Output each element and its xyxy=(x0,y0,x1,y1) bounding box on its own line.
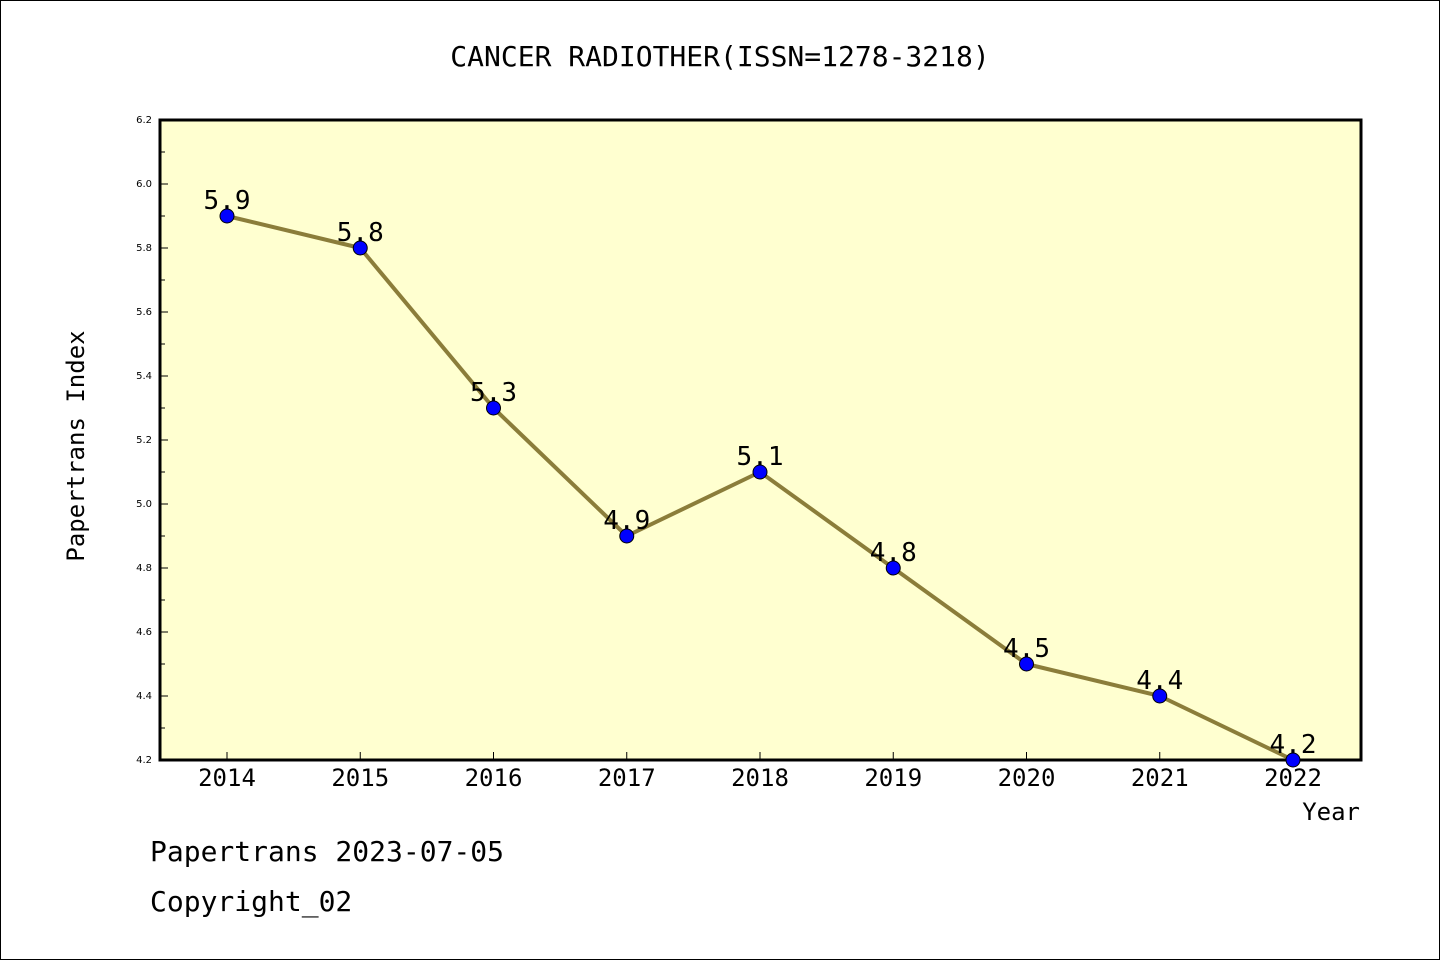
data-point xyxy=(486,400,501,416)
y-tick-label: 5.6 xyxy=(136,307,152,318)
y-tick-label: 5.8 xyxy=(136,243,152,254)
y-tick-label: 4.2 xyxy=(136,755,152,766)
y-tick-label: 5.4 xyxy=(136,371,152,382)
data-label: 5.1 xyxy=(737,442,784,472)
footer-copyright: Copyright_02 xyxy=(150,885,353,918)
y-tick-label: 5.0 xyxy=(136,499,152,510)
data-label: 4.2 xyxy=(1270,730,1317,760)
x-tick-label: 2019 xyxy=(864,764,922,792)
data-point xyxy=(219,208,235,224)
data-label: 4.5 xyxy=(1003,634,1050,664)
data-label: 5.8 xyxy=(337,218,384,248)
data-point xyxy=(752,464,768,480)
data-label: 4.4 xyxy=(1136,666,1183,696)
data-label: 5.9 xyxy=(204,186,251,216)
data-point xyxy=(1019,656,1034,672)
data-point xyxy=(1152,688,1168,704)
data-label: 4.9 xyxy=(603,506,650,536)
y-tick-label: 6.0 xyxy=(136,179,152,190)
data-point xyxy=(1285,752,1301,768)
data-label: 4.8 xyxy=(870,538,917,568)
x-tick-label: 2018 xyxy=(731,764,789,792)
y-tick-label: 4.6 xyxy=(136,627,152,638)
data-point xyxy=(619,528,635,544)
x-tick-label: 2022 xyxy=(1264,764,1322,792)
x-tick-label: 2014 xyxy=(198,764,256,792)
chart-title: CANCER RADIOTHER(ISSN=1278-3218) xyxy=(450,40,989,73)
x-axis: 2014 2015 2016 2017 2018 2019 2020 2021 2022 xyxy=(198,752,1322,792)
x-tick-label: 2017 xyxy=(598,764,656,792)
data-label: 5.3 xyxy=(470,378,517,408)
data-point xyxy=(352,240,368,256)
y-tick-label: 6.2 xyxy=(136,115,152,126)
x-axis-label: Year xyxy=(1302,798,1360,826)
y-axis: 4.2 4.4 4.6 4.8 5.0 5.2 5.4 5.6 5.8 6.0 6.2 xyxy=(136,115,168,766)
y-tick-label: 4.4 xyxy=(136,691,152,702)
y-tick-label: 5.2 xyxy=(136,435,152,446)
x-tick-label: 2021 xyxy=(1131,764,1189,792)
x-tick-label: 2015 xyxy=(331,764,389,792)
plot-area xyxy=(158,118,1363,762)
y-axis-label: Papertrans Index xyxy=(62,330,90,561)
y-tick-label: 4.8 xyxy=(136,563,152,574)
data-point xyxy=(885,560,901,576)
footer-date: Papertrans 2023-07-05 xyxy=(150,835,505,868)
x-tick-label: 2016 xyxy=(465,764,523,792)
x-tick-label: 2020 xyxy=(998,764,1056,792)
series-layer: 5.9 5.8 5.3 4.9 5.1 4.8 4.5 4.4 4.2 xyxy=(204,186,1317,768)
